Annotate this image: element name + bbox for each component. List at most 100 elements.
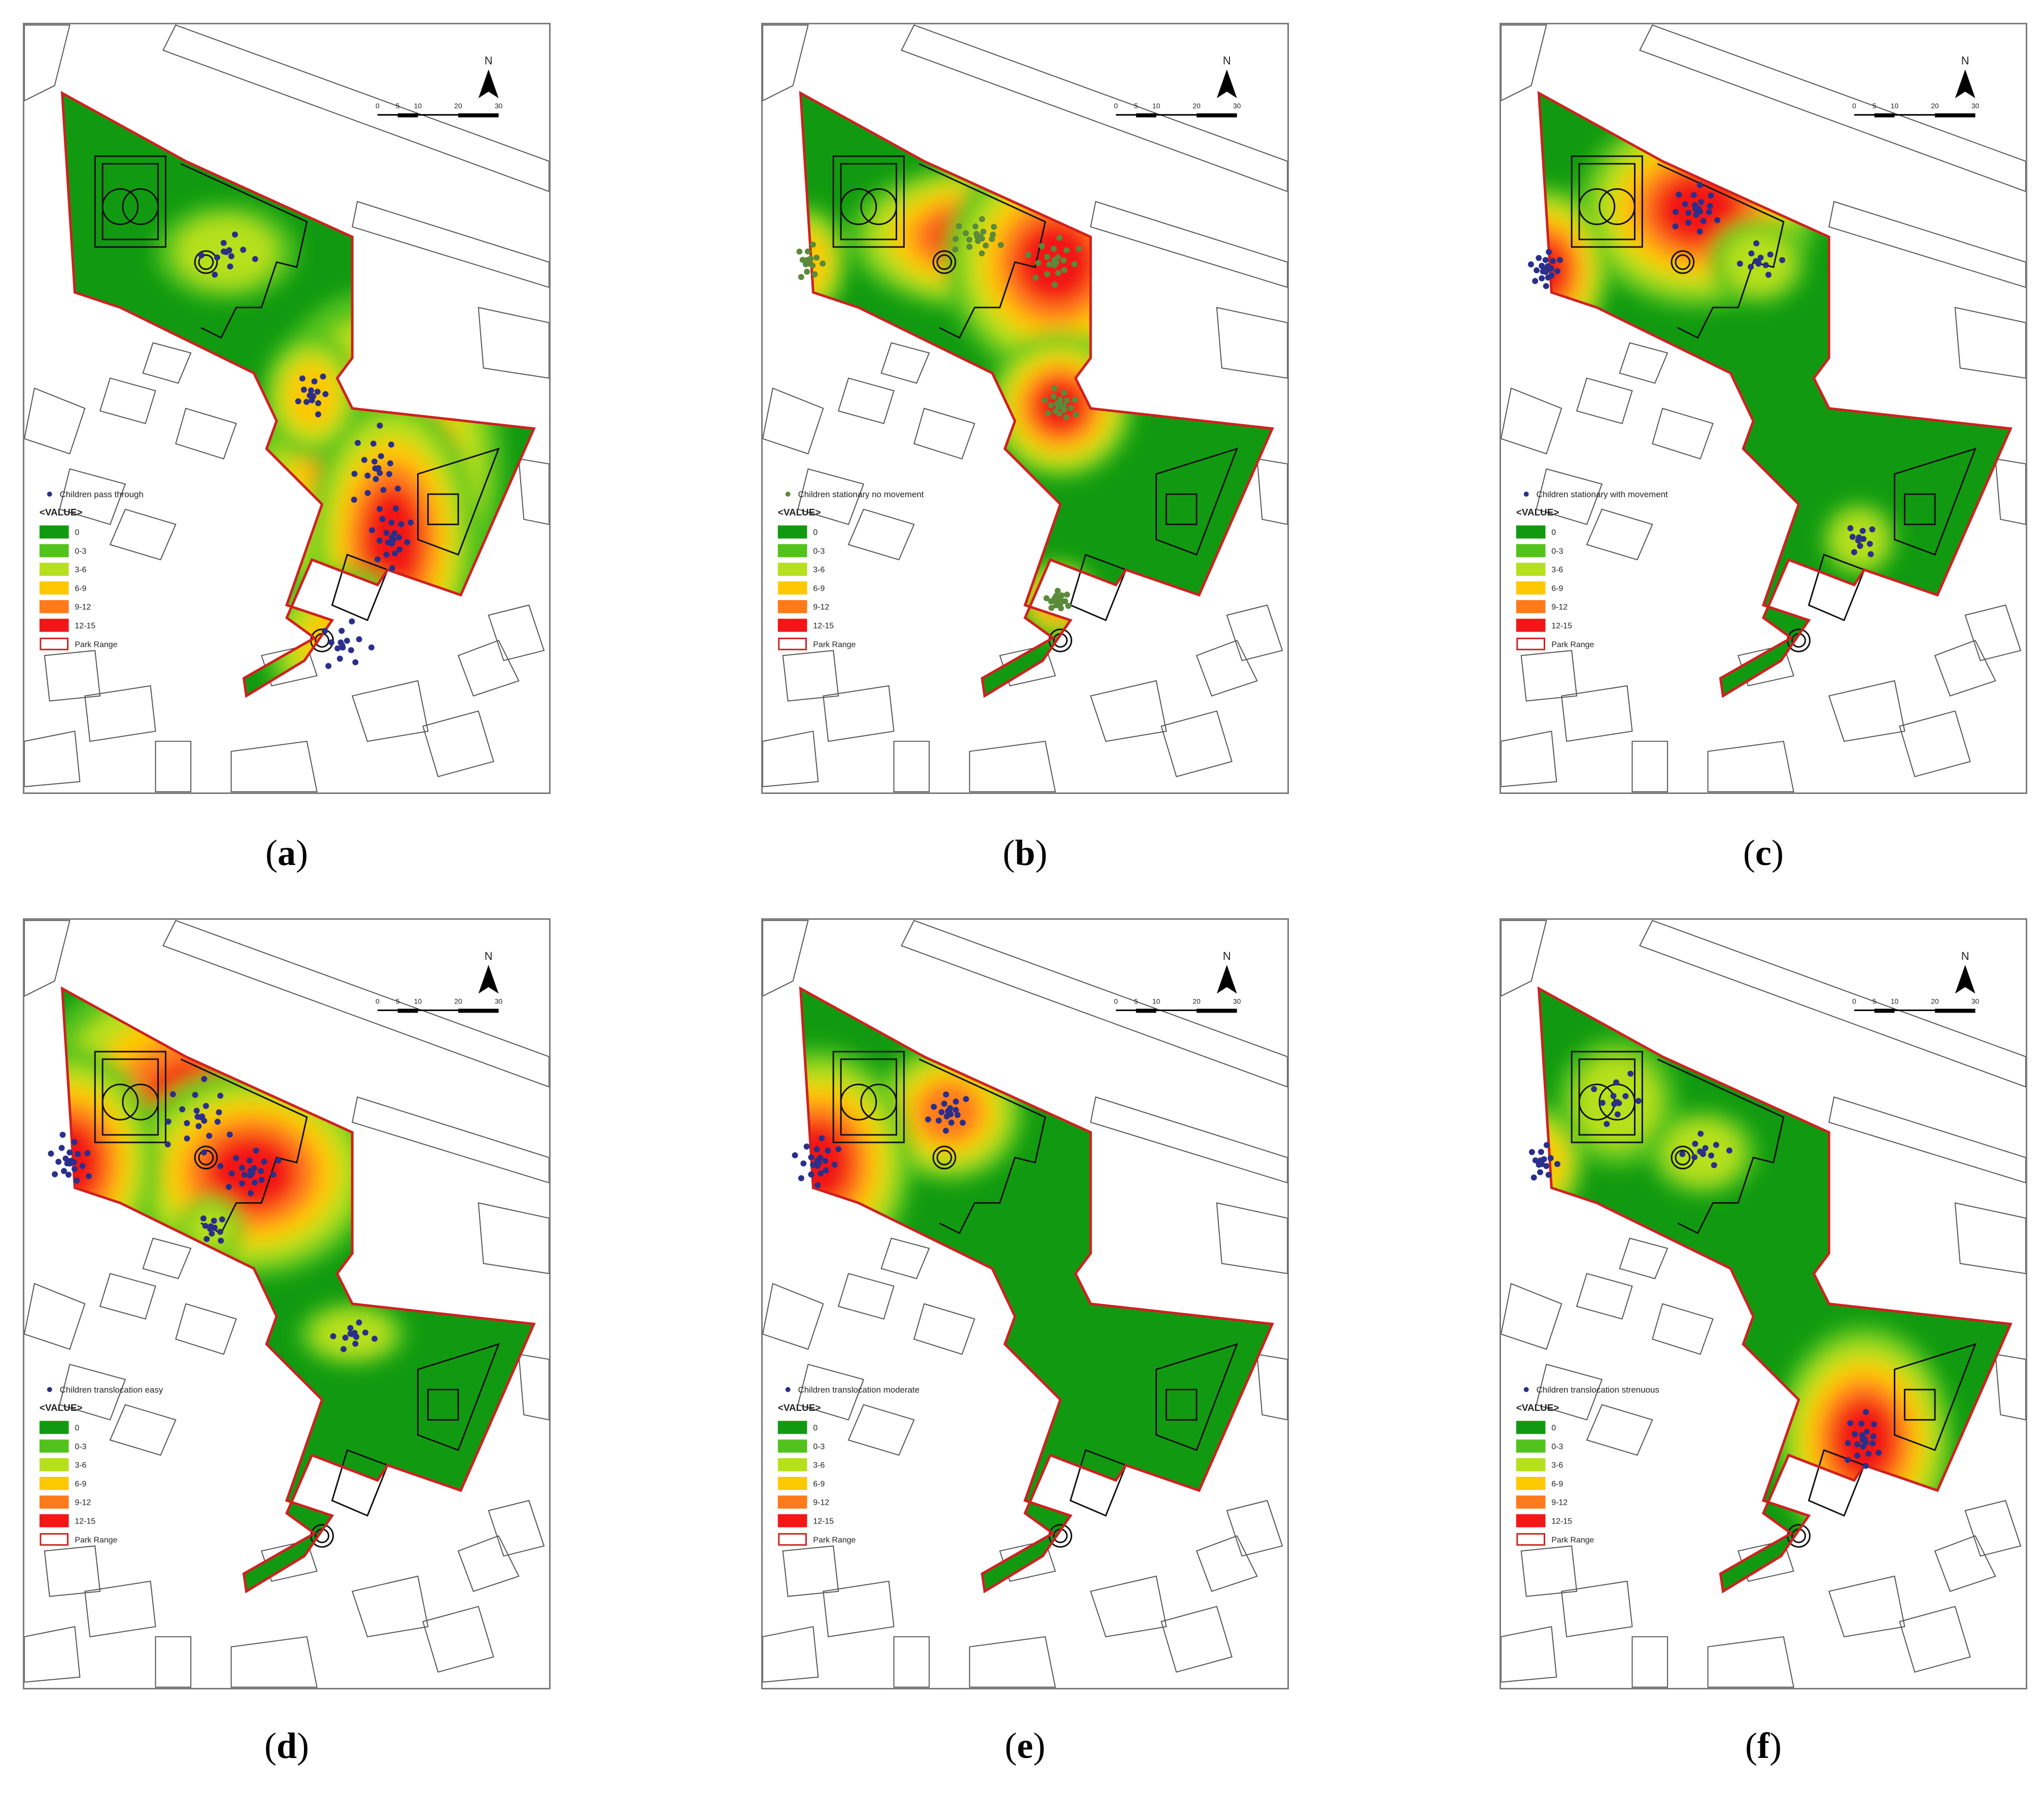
observation-point <box>225 1184 232 1190</box>
observation-point <box>214 254 220 261</box>
observation-point <box>194 1114 201 1120</box>
observation-point <box>1545 1171 1552 1178</box>
pavilion-outline <box>1894 447 1977 556</box>
building-outline <box>518 458 549 525</box>
panel-caption-c: (c) <box>1743 833 1784 873</box>
observation-point <box>199 1113 206 1120</box>
fountain <box>1671 250 1695 274</box>
observation-point <box>252 256 258 262</box>
observation-point <box>1613 1079 1619 1086</box>
legend-swatch <box>777 581 807 595</box>
building-outline <box>142 342 192 384</box>
observation-point <box>372 476 379 482</box>
observation-point <box>798 274 804 281</box>
observation-point <box>1679 1151 1686 1157</box>
observation-point <box>388 441 394 448</box>
observation-point <box>195 1123 202 1129</box>
observation-point <box>941 1100 947 1107</box>
pavilion-roof <box>1903 1389 1936 1421</box>
observation-point <box>1051 385 1058 392</box>
observation-point <box>963 230 969 236</box>
building-outline <box>162 24 549 192</box>
observation-point <box>347 1325 354 1331</box>
map-panel-e: N 0 5 10 20 30 Children translocation moderate… <box>761 918 1289 1689</box>
legend-swatch <box>777 525 807 539</box>
observation-point <box>978 250 985 257</box>
legend-park-swatch <box>40 637 69 650</box>
observation-points <box>1528 182 1876 558</box>
observation-point <box>925 1116 931 1123</box>
observation-point <box>1845 1457 1851 1463</box>
observation-point <box>966 244 973 250</box>
park-boundary <box>1537 986 2013 1594</box>
observation-point <box>931 1103 937 1110</box>
observation-point <box>1767 251 1774 258</box>
building-outline <box>847 508 915 561</box>
scale-tick-label: 0 <box>1114 997 1118 1005</box>
observation-point <box>1051 282 1058 288</box>
path-outline <box>1657 1058 1785 1234</box>
observation-points <box>198 231 414 669</box>
building-outline <box>1899 1606 1971 1673</box>
observation-point <box>1528 1149 1535 1155</box>
path-outline <box>918 163 1046 339</box>
observation-point <box>66 1160 73 1167</box>
panel-caption-b: (b) <box>1002 833 1047 873</box>
legend-class-label: 9-12 <box>75 1499 91 1507</box>
pavilion-outline <box>1894 1343 1977 1451</box>
observation-point <box>1708 1152 1715 1159</box>
observation-point <box>1054 254 1061 261</box>
observation-point <box>340 1346 347 1353</box>
building-outline <box>44 1545 101 1597</box>
building-outline <box>59 468 126 525</box>
scale-tick-label: 10 <box>414 101 422 110</box>
observation-point <box>352 1340 359 1347</box>
observation-point <box>311 378 318 385</box>
observation-point <box>1051 595 1058 602</box>
observation-point <box>1867 551 1874 558</box>
observation-point <box>952 1098 959 1105</box>
observation-point <box>336 655 343 662</box>
building-outline <box>837 1273 895 1320</box>
observation-point <box>1858 1421 1865 1427</box>
building-outline <box>893 741 930 792</box>
building-outline <box>1631 1636 1668 1688</box>
legend: Children pass through <VALUE> 0 0-3 3-6 6-9 9-… <box>39 490 144 650</box>
building-outline <box>763 1283 824 1350</box>
observation-point <box>1547 1155 1554 1161</box>
observation-point <box>75 1151 81 1157</box>
building-outline <box>823 1580 895 1638</box>
observation-point <box>52 1171 58 1178</box>
scale-tick-label: 5 <box>1134 997 1138 1005</box>
observation-point <box>1685 210 1692 216</box>
observation-point <box>383 530 390 536</box>
building-outline <box>1934 1535 1996 1592</box>
legend: Children stationary with movement <VALUE>… <box>1516 490 1668 650</box>
legend-swatch <box>777 544 807 558</box>
legend-swatch <box>777 1514 807 1528</box>
building-outlines <box>24 24 549 792</box>
fountain <box>932 1146 957 1170</box>
building-outline <box>488 604 545 662</box>
building-outline <box>518 1354 549 1421</box>
building-outline <box>913 1303 975 1355</box>
legend-class-label: 3-6 <box>75 566 86 574</box>
building-outlines <box>1501 24 2026 792</box>
legend-swatch <box>1516 1439 1546 1453</box>
scale-tick-label: 30 <box>495 997 503 1005</box>
park-boundary <box>799 91 1274 698</box>
building-outline <box>175 407 237 460</box>
building-outline <box>1954 1202 2026 1274</box>
observation-point <box>1536 1161 1542 1168</box>
building-outline <box>1828 680 1905 742</box>
observation-point <box>308 387 315 394</box>
legend: Children translocation moderate <VALUE> 0 0… <box>777 1385 919 1546</box>
observation-point <box>404 539 411 545</box>
observation-point <box>990 231 996 238</box>
legend-park-swatch <box>1516 637 1545 650</box>
observation-point <box>943 1127 949 1134</box>
map-canvas: N 0 5 10 20 30 Children stationary with moveme… <box>1501 24 2026 792</box>
observation-point <box>1057 403 1064 410</box>
map-panel-c: N 0 5 10 20 30 Children stationary with moveme… <box>1500 23 2027 794</box>
building-outline <box>1995 458 2026 525</box>
